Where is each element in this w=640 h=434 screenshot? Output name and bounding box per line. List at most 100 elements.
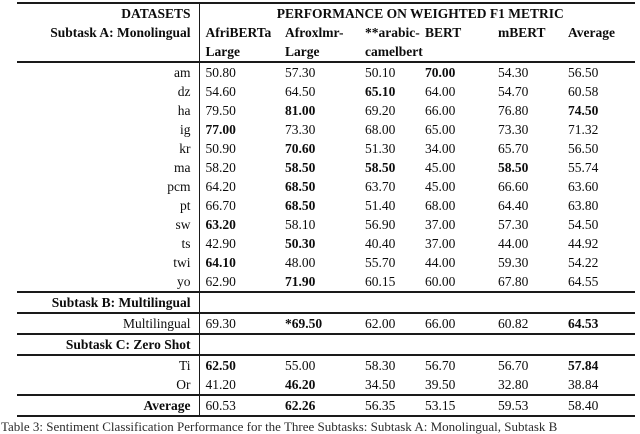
cell-value: 70.60 bbox=[285, 141, 316, 156]
cell-value: 79.50 bbox=[205, 103, 236, 118]
row-label: dz bbox=[17, 82, 200, 101]
cell-value: 63.20 bbox=[205, 217, 236, 232]
section-header-row: Subtask C: Zero Shot bbox=[17, 333, 636, 355]
cell-value: 63.80 bbox=[568, 198, 599, 213]
col-header-mbert: mBERT bbox=[498, 25, 546, 40]
cell-value: 38.84 bbox=[568, 377, 599, 392]
table-row: am 50.80 57.30 50.10 70.00 54.30 56.50 bbox=[17, 61, 636, 82]
table-row: pt 66.70 68.50 51.40 68.00 64.40 63.80 bbox=[17, 196, 635, 215]
row-label: pt bbox=[17, 196, 200, 215]
row-label: am bbox=[17, 61, 200, 82]
cell-value: 64.53 bbox=[568, 312, 636, 334]
row-label: sw bbox=[17, 215, 200, 234]
row-label: kr bbox=[17, 139, 200, 158]
row-label: ma bbox=[17, 158, 200, 177]
header-row-title: DATASETS PERFORMANCE ON WEIGHTED F1 METR… bbox=[17, 3, 635, 23]
cell-value: 46.20 bbox=[285, 377, 316, 392]
row-label: pcm bbox=[17, 177, 200, 196]
cell-value: 64.10 bbox=[205, 255, 236, 270]
cell-value: 58.50 bbox=[365, 160, 396, 175]
multilingual-section: Multilingual 69.30 *69.50 62.00 66.00 60.82 64… bbox=[17, 312, 636, 334]
subtask-b-section: Subtask B: Multilingual bbox=[17, 291, 636, 313]
col-header-afroxlmr: Afroxlmr- bbox=[285, 25, 344, 40]
cell-value: 55.70 bbox=[365, 255, 396, 270]
performance-title: PERFORMANCE ON WEIGHTED F1 METRIC bbox=[276, 6, 564, 21]
subtask-c-label: Subtask C: Zero Shot bbox=[17, 333, 200, 355]
cell-value: 56.35 bbox=[365, 394, 425, 416]
row-label: Ti bbox=[17, 354, 200, 375]
cell-value: 71.32 bbox=[568, 122, 599, 137]
cell-value: 66.00 bbox=[425, 312, 498, 334]
cell-value: 56.50 bbox=[568, 141, 599, 156]
cell-value: 68.50 bbox=[285, 198, 316, 213]
col-header-average: Average bbox=[568, 25, 615, 40]
subtask-a-header: Subtask A: Monolingual bbox=[17, 23, 200, 42]
cell-value: 64.55 bbox=[568, 274, 599, 289]
cell-value: 54.30 bbox=[498, 61, 568, 82]
cell-value: 39.50 bbox=[425, 377, 456, 392]
cell-value: 66.00 bbox=[425, 103, 456, 118]
table-row: sw 63.20 58.10 56.90 37.00 57.30 54.50 bbox=[17, 215, 635, 234]
cell-value: 50.80 bbox=[199, 61, 285, 82]
header-row-models-line2: Large Large camelbert bbox=[17, 42, 635, 62]
cell-value: 65.10 bbox=[365, 84, 396, 99]
cell-value: 69.30 bbox=[199, 312, 285, 334]
cell-value: 40.40 bbox=[365, 236, 396, 251]
cell-value: 62.00 bbox=[365, 312, 425, 334]
table-row: dz 54.60 64.50 65.10 64.00 54.70 60.58 bbox=[17, 82, 635, 101]
cell-value: 59.53 bbox=[498, 394, 568, 416]
col-header-bert-line2 bbox=[425, 42, 498, 62]
col-header-arabic-camelbert-line2: camelbert bbox=[365, 44, 423, 59]
cell-value: 62.26 bbox=[285, 394, 365, 416]
cell-value: 73.30 bbox=[498, 122, 529, 137]
cell-value: 54.50 bbox=[568, 217, 599, 232]
cell-value: 74.50 bbox=[568, 103, 599, 118]
cell-value: 58.50 bbox=[285, 160, 316, 175]
table-row: pcm 64.20 68.50 63.70 45.00 66.60 63.60 bbox=[17, 177, 635, 196]
col-header-bert: BERT bbox=[425, 25, 462, 40]
cell-value: 77.00 bbox=[205, 122, 236, 137]
cell-value: 59.30 bbox=[498, 255, 529, 270]
cell-value: 58.10 bbox=[285, 217, 316, 232]
cell-value: 58.40 bbox=[568, 394, 636, 416]
cell-value: 66.70 bbox=[205, 198, 236, 213]
row-label: Average bbox=[17, 394, 200, 416]
cell-value: 32.80 bbox=[498, 377, 529, 392]
cell-value: 45.00 bbox=[425, 160, 456, 175]
section-header-row: Subtask B: Multilingual bbox=[17, 291, 636, 313]
col-header-afroxlmr-line2: Large bbox=[285, 44, 320, 59]
cell-value: 81.00 bbox=[285, 103, 316, 118]
cell-value: 63.60 bbox=[568, 179, 599, 194]
cell-value: 60.00 bbox=[425, 274, 456, 289]
cell-value: 67.80 bbox=[498, 274, 529, 289]
cell-value: 56.90 bbox=[365, 217, 396, 232]
cell-value: 71.90 bbox=[285, 274, 316, 289]
cell-value: 65.70 bbox=[498, 141, 529, 156]
cell-value: 66.60 bbox=[498, 179, 529, 194]
table-row: ha 79.50 81.00 69.20 66.00 76.80 74.50 bbox=[17, 101, 635, 120]
header-row-models-line1: Subtask A: Monolingual AfriBERTa Afroxlm… bbox=[17, 23, 635, 42]
cell-value: 50.90 bbox=[205, 141, 236, 156]
cell-value: 44.00 bbox=[498, 236, 529, 251]
cell-value: 58.20 bbox=[205, 160, 236, 175]
cell-value: 44.00 bbox=[425, 255, 456, 270]
average-section: Average 60.53 62.26 56.35 53.15 59.53 58.40 bbox=[17, 394, 636, 416]
cell-value: 62.50 bbox=[199, 354, 285, 375]
cell-value: 56.70 bbox=[425, 354, 498, 375]
cell-value: 57.84 bbox=[568, 354, 636, 375]
table-row: Or 41.20 46.20 34.50 39.50 32.80 38.84 bbox=[17, 375, 635, 395]
cell-value: 57.30 bbox=[285, 61, 365, 82]
table-row: twi 64.10 48.00 55.70 44.00 59.30 54.22 bbox=[17, 253, 635, 272]
cell-value: 53.15 bbox=[425, 394, 498, 416]
monolingual-section: am 50.80 57.30 50.10 70.00 54.30 56.50 dz 54.60 6… bbox=[17, 61, 636, 292]
row-label: ts bbox=[17, 234, 200, 253]
cell-value: 44.92 bbox=[568, 236, 599, 251]
cell-value: 45.00 bbox=[425, 179, 456, 194]
col-header-arabic-camelbert: **arabic- bbox=[365, 25, 420, 40]
cell-value: *69.50 bbox=[285, 312, 365, 334]
cell-value: 73.30 bbox=[285, 122, 316, 137]
cell-value: 54.70 bbox=[498, 84, 529, 99]
cell-value: 60.58 bbox=[568, 84, 599, 99]
table-row: ts 42.90 50.30 40.40 37.00 44.00 44.92 bbox=[17, 234, 635, 253]
cell-value: 60.82 bbox=[498, 312, 568, 334]
